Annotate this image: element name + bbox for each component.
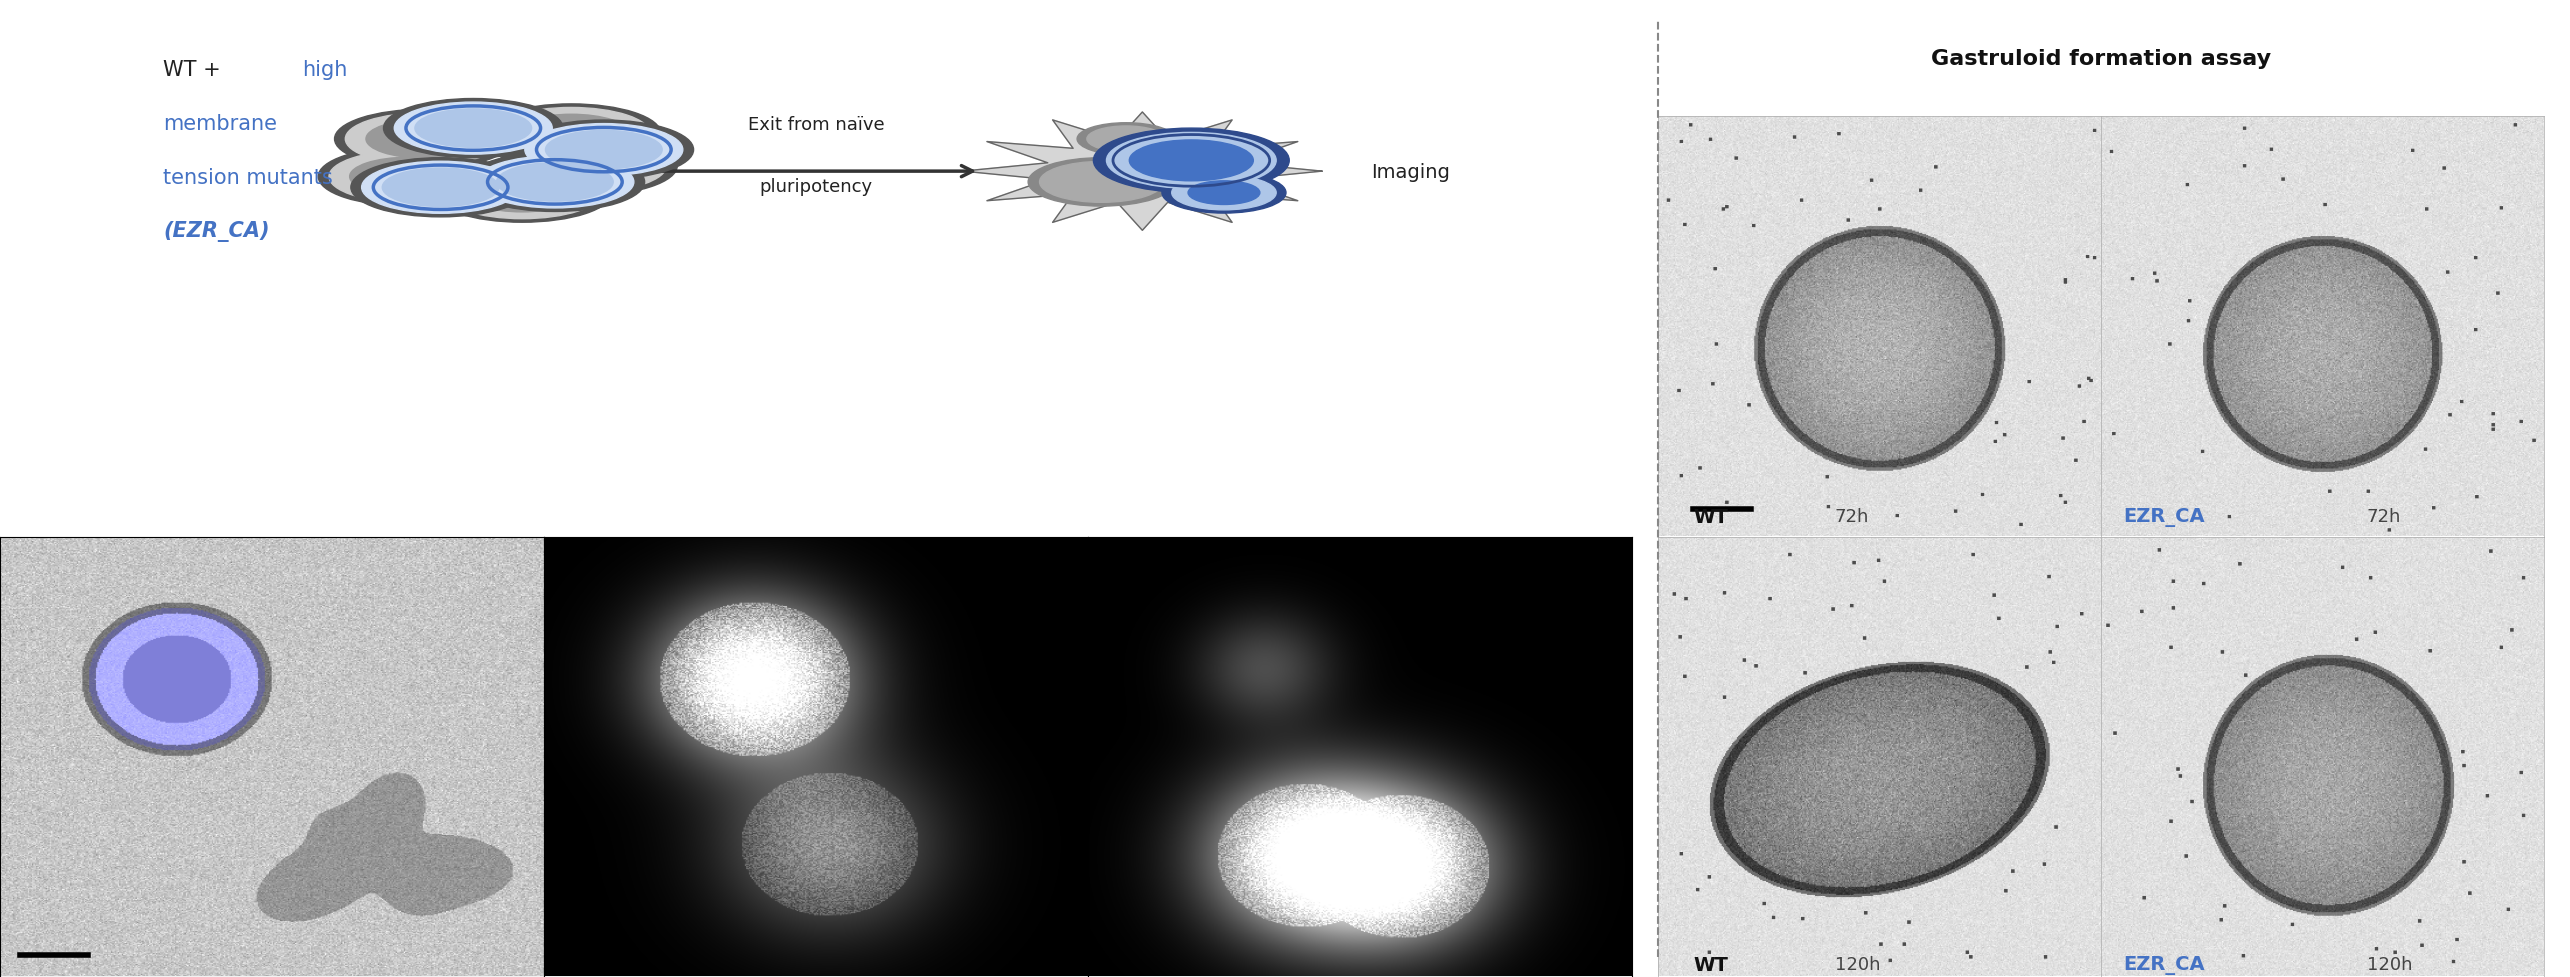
Circle shape	[524, 124, 684, 177]
Text: WT +: WT +	[164, 60, 229, 80]
Circle shape	[1172, 176, 1277, 211]
Circle shape	[383, 169, 499, 207]
Text: Exit from naïve: Exit from naïve	[748, 116, 884, 135]
Circle shape	[499, 137, 678, 196]
Circle shape	[350, 158, 465, 196]
Circle shape	[1077, 124, 1174, 155]
Circle shape	[1092, 129, 1290, 193]
Circle shape	[432, 164, 612, 223]
Circle shape	[319, 148, 499, 207]
Text: pluripotency: pluripotency	[758, 178, 874, 195]
Circle shape	[365, 120, 483, 159]
Circle shape	[545, 131, 663, 170]
Circle shape	[1028, 158, 1174, 207]
Circle shape	[329, 151, 486, 203]
Text: tension mutants: tension mutants	[164, 167, 334, 188]
Text: Imaging: Imaging	[1370, 162, 1449, 182]
Text: 120h: 120h	[2367, 956, 2413, 973]
Text: high: high	[301, 60, 347, 80]
Text: 72h: 72h	[2367, 508, 2400, 526]
Circle shape	[393, 103, 553, 155]
Circle shape	[465, 153, 645, 212]
Circle shape	[475, 156, 635, 209]
Circle shape	[1187, 182, 1259, 205]
Circle shape	[514, 115, 630, 153]
Circle shape	[529, 148, 645, 186]
Circle shape	[362, 162, 519, 214]
Circle shape	[1087, 127, 1164, 152]
Circle shape	[344, 113, 504, 166]
Circle shape	[1108, 133, 1277, 190]
Circle shape	[463, 174, 581, 213]
Text: 120h: 120h	[1835, 956, 1881, 973]
Circle shape	[334, 110, 514, 169]
Circle shape	[442, 167, 601, 220]
Text: membrane: membrane	[164, 113, 278, 134]
Circle shape	[496, 163, 614, 202]
Circle shape	[481, 105, 660, 164]
Text: EZR_CA: EZR_CA	[2123, 508, 2205, 527]
Text: (EZR_CA): (EZR_CA)	[164, 221, 270, 241]
Text: WT: WT	[1694, 956, 1727, 974]
Polygon shape	[964, 112, 1321, 231]
Text: WT: WT	[1694, 508, 1727, 527]
Circle shape	[352, 158, 529, 218]
Text: EZR_CA: EZR_CA	[2123, 956, 2205, 974]
Text: 72h: 72h	[1835, 508, 1868, 526]
Circle shape	[514, 121, 694, 180]
Circle shape	[493, 108, 650, 160]
Circle shape	[414, 109, 532, 149]
Circle shape	[1038, 162, 1164, 203]
Circle shape	[383, 100, 563, 158]
Circle shape	[1162, 173, 1285, 214]
Text: Gastruloid formation assay: Gastruloid formation assay	[1930, 49, 2272, 68]
Circle shape	[1128, 141, 1254, 182]
Circle shape	[509, 141, 666, 192]
